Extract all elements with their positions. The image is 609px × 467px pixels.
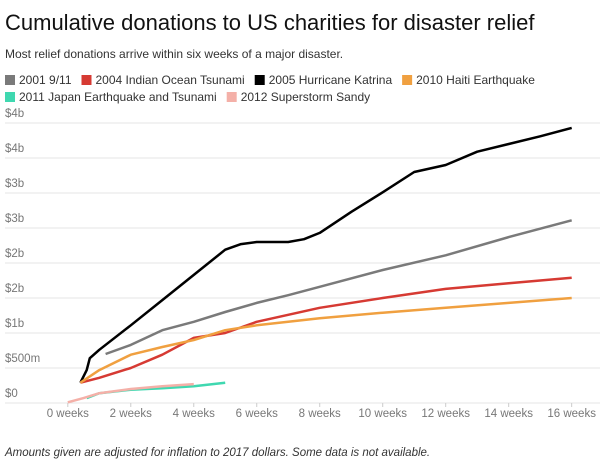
x-tick-label: 16 weeks <box>547 408 596 420</box>
x-tick-label: 8 weeks <box>299 408 341 420</box>
y-tick-label: $4b <box>5 108 24 120</box>
series-line <box>67 382 194 404</box>
legend-swatch <box>254 75 265 85</box>
series-line <box>105 219 573 356</box>
legend-label: 2010 Haiti Earthquake <box>416 73 535 87</box>
legend-swatch <box>226 92 237 102</box>
legend-swatch <box>402 75 413 85</box>
x-tick-label: 2 weeks <box>110 408 152 420</box>
series-line <box>79 126 573 384</box>
y-tick-label: $3b <box>5 213 24 225</box>
legend-swatch <box>81 75 92 85</box>
legend-swatch <box>5 92 15 102</box>
y-tick-label: $4b <box>5 143 24 155</box>
y-tick-label: $1b <box>5 318 24 330</box>
chart-title: Cumulative donations to US charities for… <box>5 10 535 35</box>
y-tick-label: $2b <box>5 283 24 295</box>
legend-swatch <box>5 75 15 85</box>
x-tick-label: 14 weeks <box>484 408 533 420</box>
legend-label: 2005 Hurricane Katrina <box>269 73 393 87</box>
x-tick-label: 0 weeks <box>47 408 89 420</box>
legend-label: 2011 Japan Earthquake and Tsunami <box>19 90 217 104</box>
x-tick-label: 10 weeks <box>358 408 407 420</box>
x-tick-label: 4 weeks <box>173 408 215 420</box>
chart-subtitle: Most relief donations arrive within six … <box>5 47 343 61</box>
y-tick-label: $2b <box>5 248 24 260</box>
legend-label: 2001 9/11 <box>19 73 72 87</box>
series-line <box>79 296 572 384</box>
series-line <box>80 276 572 384</box>
y-tick-label: $500m <box>5 353 40 365</box>
y-tick-label: $0 <box>5 388 18 400</box>
y-tick-label: $3b <box>5 178 24 190</box>
series-line <box>86 381 226 400</box>
legend-label: 2012 Superstorm Sandy <box>241 90 370 104</box>
x-tick-label: 6 weeks <box>236 408 278 420</box>
x-tick-label: 12 weeks <box>421 408 470 420</box>
legend-label: 2004 Indian Ocean Tsunami <box>96 73 245 87</box>
chart-note: Amounts given are adjusted for inflation… <box>4 447 430 459</box>
